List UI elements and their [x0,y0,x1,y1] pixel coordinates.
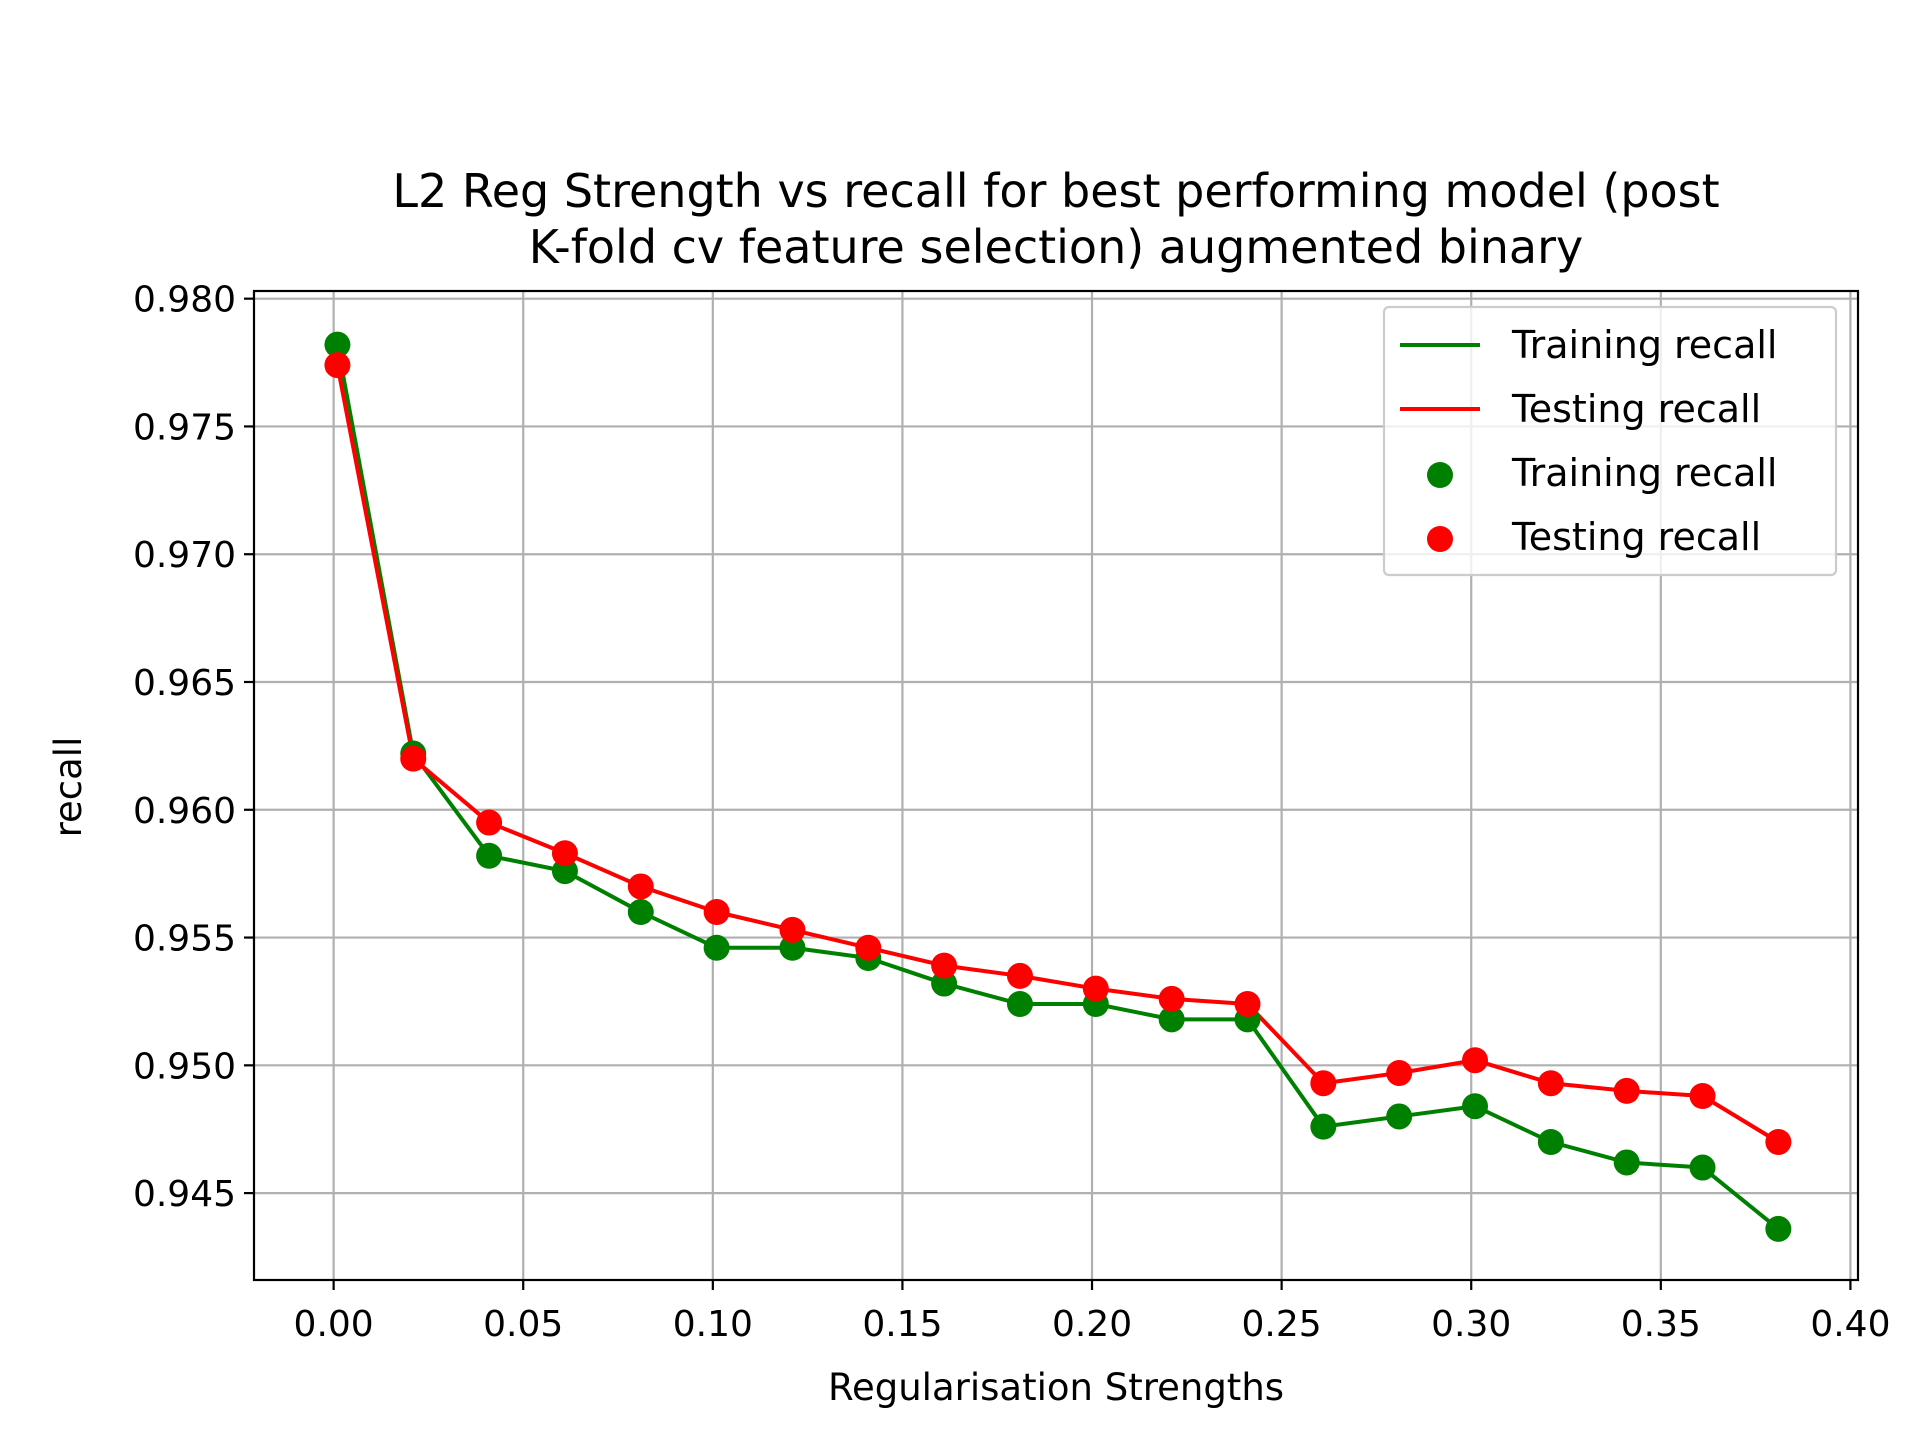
chart-title-line-1: L2 Reg Strength vs recall for best perfo… [392,164,1719,218]
data-point-testing [1765,1129,1792,1155]
plot-area-frame [252,289,1860,1282]
data-point-testing [400,745,427,772]
x-tick-label: 0.10 [673,1304,753,1345]
y-axis: 0.945 0.950 0.955 0.960 0.965 0.970 0.975 0.980 [133,280,254,1215]
y-tick-label: 0.960 [133,791,236,832]
chart-title: L2 Reg Strength vs recall for best perfo… [392,164,1719,274]
y-axis-label: recall [47,737,90,838]
x-axis: 0.00 0.05 0.10 0.15 0.20 0.25 0.30 0.35 0.40 [294,1280,1890,1345]
grid [254,291,1858,1280]
data-point-testing [703,899,730,925]
data-point-testing [855,934,882,961]
data-point-testing [1082,975,1109,1002]
data-point-training [703,934,730,961]
data-point-testing [1537,1070,1564,1097]
data-point-training [1689,1154,1716,1181]
data-point-training [551,858,578,885]
x-tick-label: 0.00 [294,1304,374,1345]
series-points [324,331,1792,1242]
data-point-training [1462,1093,1489,1120]
data-point-training [931,970,958,997]
legend-marker-swatch [1427,462,1453,488]
data-point-testing [1158,985,1185,1012]
data-point-training [1310,1113,1337,1140]
y-tick-label: 0.965 [133,663,236,704]
legend-box [1382,305,1838,577]
data-point-testing [931,952,958,979]
legend-label: Training recall [1511,451,1777,495]
y-tick-label: 0.970 [133,535,236,576]
x-tick-label: 0.20 [1052,1304,1132,1345]
data-point-testing [1006,962,1033,989]
series-line-testing [335,364,1780,1144]
data-point-testing [1462,1047,1489,1074]
chart-title-line-2: K-fold cv feature selection) augmented b… [529,220,1583,274]
data-point-training [1386,1103,1413,1130]
legend: Training recall Testing recall Training re… [1382,305,1838,577]
data-point-testing [1310,1070,1337,1097]
y-tick-label: 0.945 [133,1174,236,1215]
y-tick-label: 0.955 [133,919,236,960]
x-axis-label: Regularisation Strengths [828,1366,1284,1409]
data-point-training [1537,1129,1564,1155]
data-point-testing [1234,991,1261,1017]
legend-label: Testing recall [1511,387,1761,431]
legend-label: Training recall [1511,323,1777,367]
data-point-training [1006,991,1033,1017]
y-tick-label: 0.950 [133,1046,236,1087]
series-line-training [335,344,1780,1231]
x-tick-label: 0.15 [862,1304,942,1345]
data-point-training [1158,1006,1185,1033]
y-tick-label: 0.975 [133,407,236,448]
data-point-testing [476,809,503,836]
data-point-testing [324,352,351,379]
series-lines [335,344,1780,1231]
legend-marker-swatch [1427,526,1453,552]
data-point-testing [779,916,806,943]
data-point-testing [627,873,654,900]
data-point-training [779,934,806,961]
x-tick-label: 0.40 [1810,1304,1890,1345]
data-point-testing [1386,1060,1413,1086]
data-point-training [324,331,351,358]
x-tick-label: 0.35 [1621,1304,1701,1345]
x-tick-label: 0.25 [1242,1304,1322,1345]
x-tick-label: 0.30 [1431,1304,1511,1345]
legend-label: Testing recall [1511,515,1761,559]
data-point-training [476,842,503,869]
data-point-training [1613,1149,1640,1176]
y-tick-label: 0.980 [133,280,236,321]
x-tick-label: 0.05 [483,1304,563,1345]
data-point-testing [551,840,578,867]
data-point-training [627,899,654,925]
data-point-training [1765,1215,1792,1242]
data-point-testing [1689,1083,1716,1109]
data-point-testing [1613,1077,1640,1104]
